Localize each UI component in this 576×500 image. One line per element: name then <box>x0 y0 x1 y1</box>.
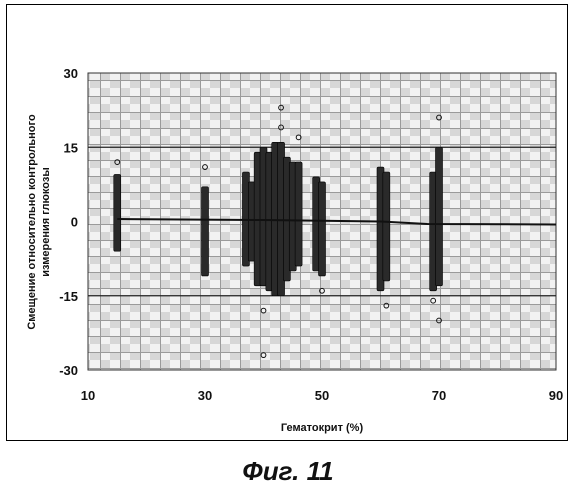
x-tick-label: 70 <box>432 388 446 403</box>
data-band <box>383 172 390 281</box>
y-tick-label: 15 <box>64 140 78 155</box>
y-tick-label: -30 <box>59 363 78 378</box>
data-band <box>295 162 302 266</box>
y-tick-label: 30 <box>64 66 78 81</box>
data-band <box>202 187 209 276</box>
x-axis-title: Гематокрит (%) <box>281 422 364 434</box>
data-band <box>114 174 121 251</box>
x-tick-label: 90 <box>549 388 563 403</box>
data-band <box>436 147 443 286</box>
x-tick-label: 50 <box>315 388 329 403</box>
y-tick-label: -15 <box>59 289 78 304</box>
data-band <box>319 182 326 276</box>
y-tick-label: 0 <box>71 215 78 230</box>
figure-caption: Фиг. 11 <box>0 456 576 487</box>
y-tick-labels: 30 15 0 -15 -30 <box>59 66 78 378</box>
y-axis-title-line-2: измерения глюкозы <box>40 167 52 276</box>
x-tick-label: 30 <box>198 388 212 403</box>
x-tick-label: 10 <box>81 388 95 403</box>
x-tick-labels: 10 30 50 70 90 <box>81 388 563 403</box>
y-axis-title-line-1: Смещение относительно контрольного <box>26 114 38 330</box>
